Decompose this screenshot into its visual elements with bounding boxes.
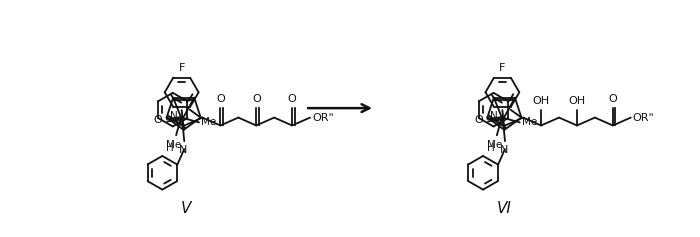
Text: V: V bbox=[181, 201, 191, 216]
Text: O: O bbox=[153, 115, 162, 125]
Text: Me: Me bbox=[201, 117, 216, 128]
Text: N: N bbox=[169, 111, 177, 121]
Text: OH: OH bbox=[568, 96, 585, 106]
Text: Me: Me bbox=[167, 140, 182, 150]
Text: O: O bbox=[608, 94, 617, 104]
Text: Me: Me bbox=[487, 140, 503, 150]
Text: N: N bbox=[179, 145, 188, 155]
Text: Me: Me bbox=[522, 117, 537, 128]
Text: OR": OR" bbox=[312, 113, 334, 123]
Text: N: N bbox=[490, 111, 498, 121]
Text: O: O bbox=[288, 94, 297, 104]
Text: O: O bbox=[216, 94, 225, 104]
Text: H: H bbox=[487, 143, 495, 153]
Text: N: N bbox=[500, 145, 508, 155]
Text: O: O bbox=[475, 115, 483, 125]
Text: VI: VI bbox=[497, 201, 512, 216]
Text: F: F bbox=[499, 63, 505, 73]
Text: OH: OH bbox=[533, 96, 550, 106]
Text: O: O bbox=[252, 94, 260, 104]
Text: OR": OR" bbox=[633, 113, 655, 123]
Text: F: F bbox=[178, 63, 185, 73]
Text: H: H bbox=[167, 143, 174, 153]
